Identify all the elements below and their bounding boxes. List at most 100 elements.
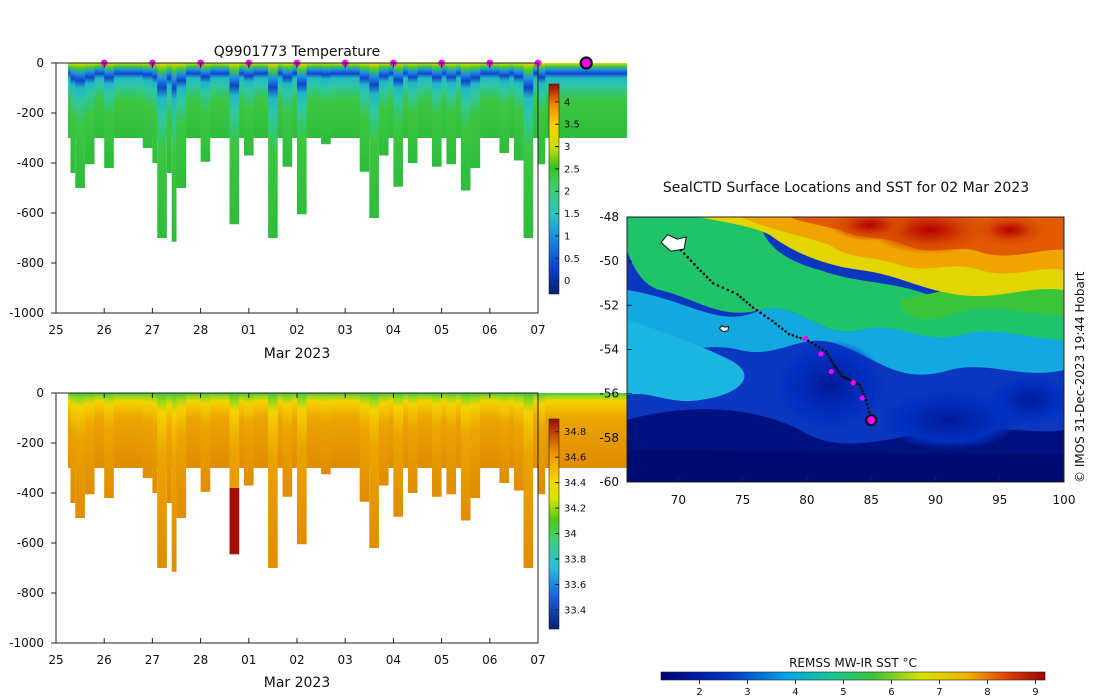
x-tick-label: 25 [48,653,63,667]
dive-profile [446,393,457,495]
dive-profile [171,63,177,242]
track-point [770,319,774,323]
colorbar-tick-label: 33.8 [564,555,586,566]
salinity-colorbar-ticks: 34.8 34.6 34.4 34.2 34 33.8 33.6 33.4 [555,427,586,616]
dive-profile [171,393,177,572]
colorbar-tick-label: 34.6 [564,453,586,464]
dive-profile [446,63,457,165]
x-tick-label: 02 [289,323,304,337]
map-x-tick-label: 95 [992,493,1007,507]
dive-profile [243,63,254,156]
recent-position [818,351,824,357]
track-point [689,259,693,263]
temperature-colorbar [548,83,560,295]
x-tick-label: 07 [530,323,545,337]
dive-profile [75,393,85,518]
dive-profile [157,393,167,568]
track-point [826,353,830,356]
x-tick-label: 27 [145,323,160,337]
track-point [731,290,734,294]
dive-profile [297,393,307,545]
dive-profile [200,393,211,492]
dive-profile [70,63,76,173]
track-point [787,332,791,336]
track-point [693,262,696,266]
track-point [810,341,814,345]
dive-profile [470,63,481,168]
dive-profile [407,393,418,493]
dive-profile [229,63,240,225]
dive-profile [99,63,105,138]
dive-profile [460,393,471,521]
dive-profile [538,63,546,165]
y-tick-label: -1000 [9,636,44,650]
sst-colorbar-tick-label: 5 [840,687,846,698]
dive-profile [99,393,105,468]
colorbar-tick-label: 0.5 [564,254,580,265]
dive-profile [142,63,153,148]
track-point [795,335,798,338]
colorbar-tick-label: 33.6 [564,580,586,591]
dive-profile [321,63,331,145]
track-point [711,281,715,285]
latest-position-marker [579,56,593,70]
salinity-dive-profiles [68,393,628,572]
sst-colorbar-label: REMSS MW-IR SST °C [789,656,917,670]
dive-profile [523,393,534,568]
map-x-tick-label: 85 [864,493,879,507]
dive-profile [513,393,524,491]
track-point [716,284,720,287]
track-point [862,392,865,396]
salinity-x-label: Mar 2023 [264,675,331,691]
temperature-y-axis: 0 -200 -400 -600 -800 -1000 [9,56,56,320]
x-tick-label: 02 [289,653,304,667]
recent-position [859,395,865,401]
dive-profile [407,63,418,163]
x-tick-label: 27 [145,653,160,667]
colorbar-tick-label: 2 [564,187,570,198]
dive-profile [243,393,254,486]
track-point [683,252,686,255]
y-tick-label: 0 [36,386,44,400]
temperature-x-label: Mar 2023 [264,346,331,362]
y-tick-label: -200 [17,106,44,120]
map-y-tick-label: -48 [599,210,619,224]
dive-profile [166,63,172,173]
map-y-tick-label: -50 [599,254,619,268]
kerguelen-island [660,234,687,252]
track-point [821,348,824,351]
track-point [763,314,766,317]
track-point [751,306,755,309]
x-tick-label: 06 [482,653,497,667]
colorbar-tick-label: 3.5 [564,120,580,131]
colorbar-tick-label: 34.2 [564,504,586,515]
map-x-tick-label: 75 [735,493,750,507]
dive-profile [229,393,240,555]
dive-profile [359,393,370,502]
track-point [828,355,831,359]
x-tick-label: 01 [241,653,256,667]
y-tick-label: -600 [17,536,44,550]
x-tick-label: 28 [193,323,208,337]
dive-profile [70,393,76,503]
map-x-tick-label: 80 [799,493,814,507]
track-point [866,406,870,410]
track-point [835,368,839,371]
recent-position [850,380,856,386]
x-tick-label: 07 [530,653,545,667]
track-point [817,345,821,349]
temperature-x-axis: 25 26 27 28 01 02 03 04 05 06 07 [48,63,546,337]
y-tick-label: -800 [17,256,44,270]
track-point [829,358,833,361]
dive-profile [84,393,95,495]
dive-profile [538,393,546,495]
track-point [859,386,863,390]
dive-profile [378,393,389,486]
y-tick-label: -600 [17,206,44,220]
track-point [791,334,795,337]
track-point [699,269,703,273]
x-tick-label: 25 [48,323,63,337]
x-tick-label: 05 [434,653,449,667]
map-title: SealCTD Surface Locations and SST for 02… [663,180,1029,196]
